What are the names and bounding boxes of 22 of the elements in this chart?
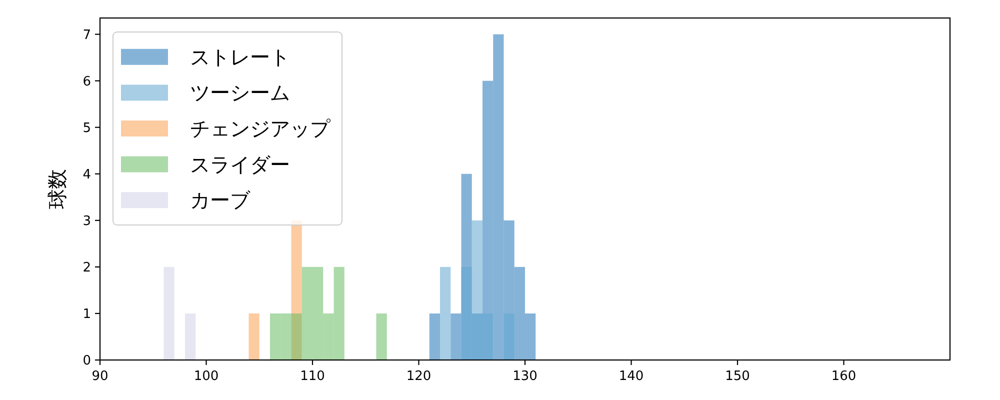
y-tick-label: 4 (82, 167, 91, 182)
x-tick-label: 130 (512, 369, 538, 384)
y-tick-label: 3 (82, 214, 91, 229)
x-tick-label: 160 (831, 369, 856, 384)
legend-label: カーブ (190, 188, 250, 212)
x-tick-label: 140 (618, 369, 644, 384)
x-tick-label: 90 (92, 369, 108, 384)
x-tick-label: 120 (406, 369, 432, 384)
legend-label: チェンジアップ (190, 116, 330, 140)
y-tick-label: 0 (82, 354, 91, 368)
x-tick-label: 100 (194, 369, 219, 384)
legend-label: スライダー (190, 152, 290, 176)
y-axis-title: 球数 (45, 169, 69, 209)
y-tick-label: 7 (82, 28, 91, 43)
legend-label: ストレート (190, 44, 290, 69)
legend-label: ツーシーム (190, 80, 290, 105)
x-tick-label: 110 (300, 369, 325, 384)
x-tick-label: 150 (725, 369, 750, 384)
y-tick-label: 1 (82, 306, 91, 322)
y-tick-label: 5 (82, 120, 91, 136)
y-tick-label: 6 (82, 74, 91, 90)
y-tick-label: 2 (82, 260, 91, 276)
